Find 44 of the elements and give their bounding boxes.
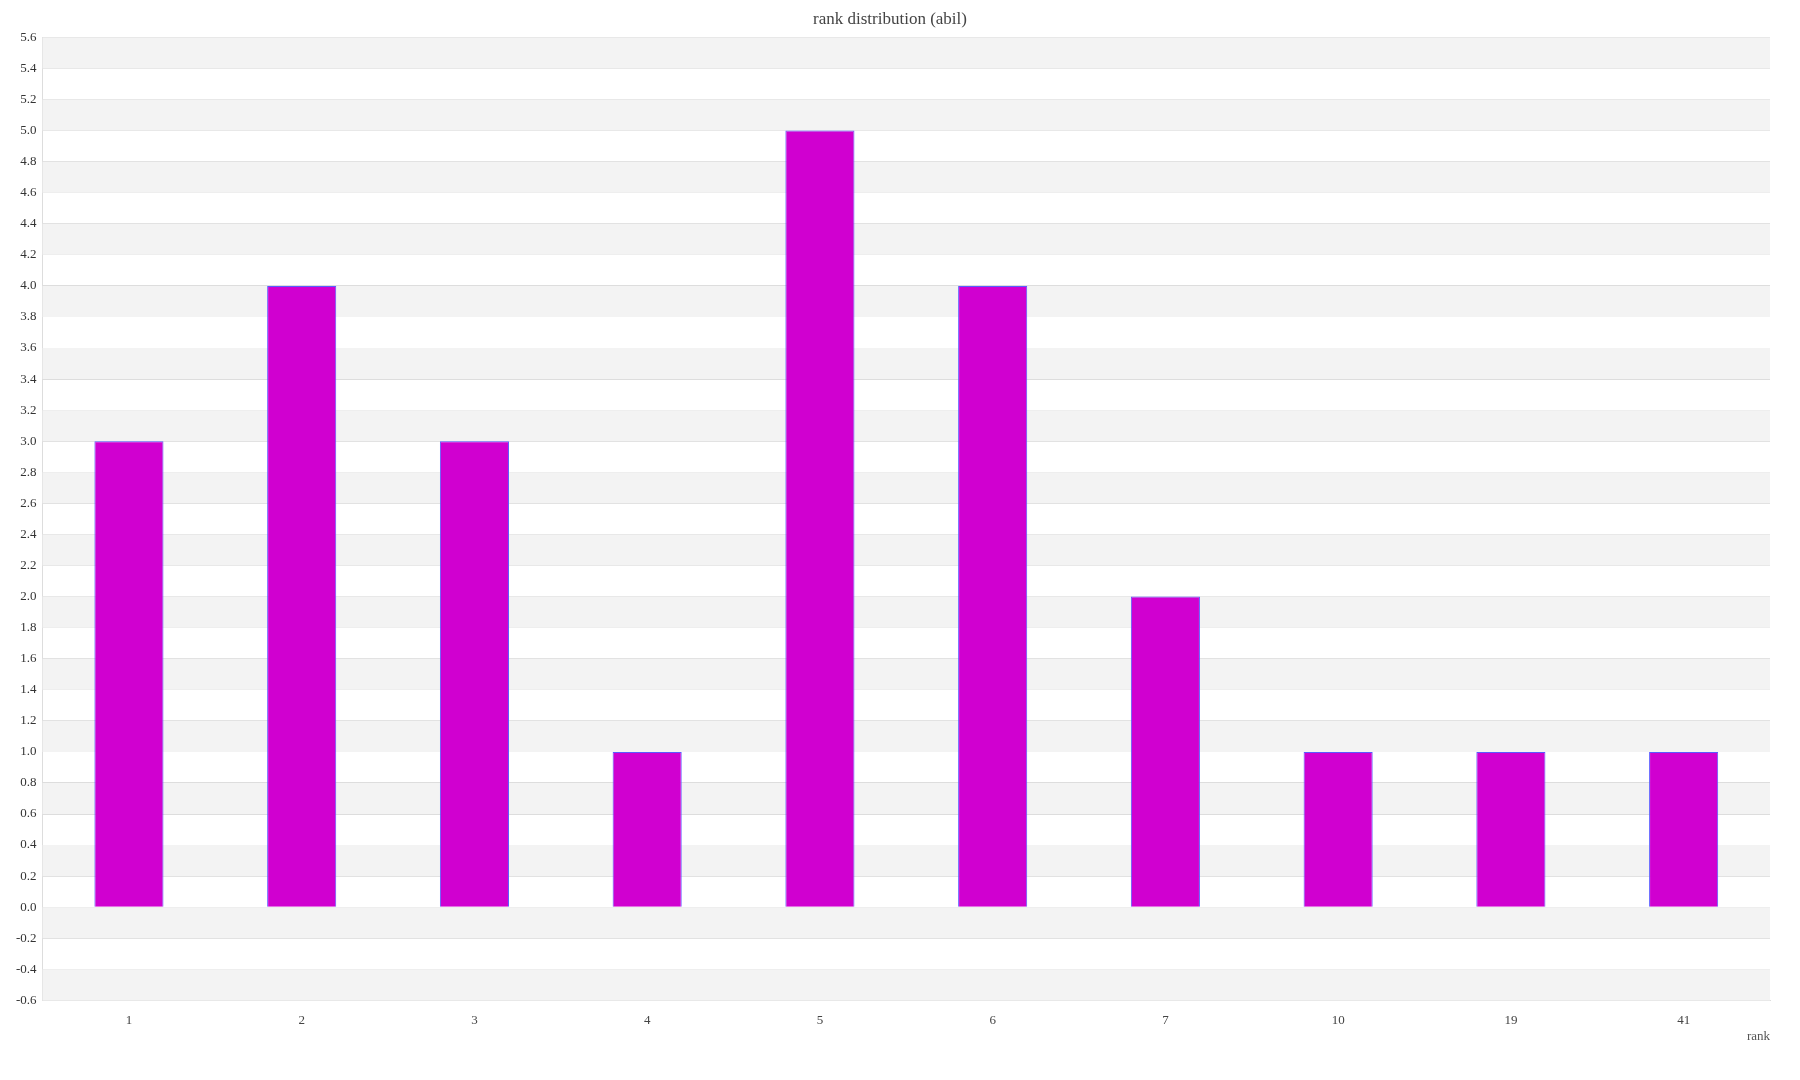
- y-tick-label: 5.2: [20, 90, 37, 106]
- x-tick-label: 1: [125, 1011, 133, 1027]
- x-tick-label: 5: [816, 1011, 824, 1027]
- y-tick-label: 4.4: [20, 215, 38, 231]
- y-tick-label: 0.0: [20, 898, 37, 914]
- y-tick-label: 2.6: [20, 494, 38, 510]
- y-tick-label: 2.4: [20, 525, 38, 541]
- y-tick-label: -0.2: [15, 929, 37, 945]
- y-tick-label: 5.4: [20, 59, 38, 75]
- y-tick-label: 5.0: [20, 122, 37, 138]
- y-tick-label: 3.4: [20, 370, 38, 386]
- chart-title: rank distribution (abil): [813, 8, 967, 28]
- y-tick-label: 3.2: [20, 401, 37, 417]
- y-tick-label: 0.6: [20, 805, 38, 821]
- x-tick-label: 41: [1677, 1011, 1691, 1027]
- x-tick-label: 4: [643, 1011, 651, 1027]
- y-tick-label: 4.8: [20, 153, 37, 169]
- y-tick-label: -0.4: [15, 960, 38, 976]
- y-tick-label: 4.2: [20, 246, 37, 262]
- x-tick-label: 10: [1331, 1011, 1345, 1027]
- y-tick-label: 1.8: [20, 619, 37, 635]
- y-tick-label: 3.8: [20, 308, 37, 324]
- x-tick-label: 3: [471, 1011, 478, 1027]
- y-tick-label: 4.6: [20, 184, 38, 200]
- y-tick-label: 0.4: [20, 836, 38, 852]
- y-tick-label: 2.8: [20, 463, 37, 479]
- x-tick-label: 7: [1162, 1011, 1170, 1027]
- y-tick-label: 3.6: [20, 339, 38, 355]
- y-tick-label: -0.6: [15, 991, 38, 1007]
- x-tick-label: 19: [1504, 1011, 1518, 1027]
- x-tick-label: 6: [989, 1011, 997, 1027]
- y-tick-label: 1.6: [20, 650, 38, 666]
- y-tick-label: 5.6: [20, 28, 38, 44]
- x-tick-label: 2: [298, 1011, 305, 1027]
- y-tick-label: 1.2: [20, 712, 37, 728]
- y-tick-label: 3.0: [20, 432, 37, 448]
- y-tick-label: 2.0: [20, 587, 37, 603]
- x-axis-title: rank: [1746, 1028, 1771, 1044]
- y-tick-label: 1.0: [20, 743, 37, 759]
- y-tick-label: 1.4: [20, 681, 38, 697]
- y-tick-label: 0.2: [20, 867, 37, 883]
- y-tick-label: 0.8: [20, 774, 37, 790]
- y-tick-label: 2.2: [20, 556, 37, 572]
- y-tick-label: 4.0: [20, 277, 37, 293]
